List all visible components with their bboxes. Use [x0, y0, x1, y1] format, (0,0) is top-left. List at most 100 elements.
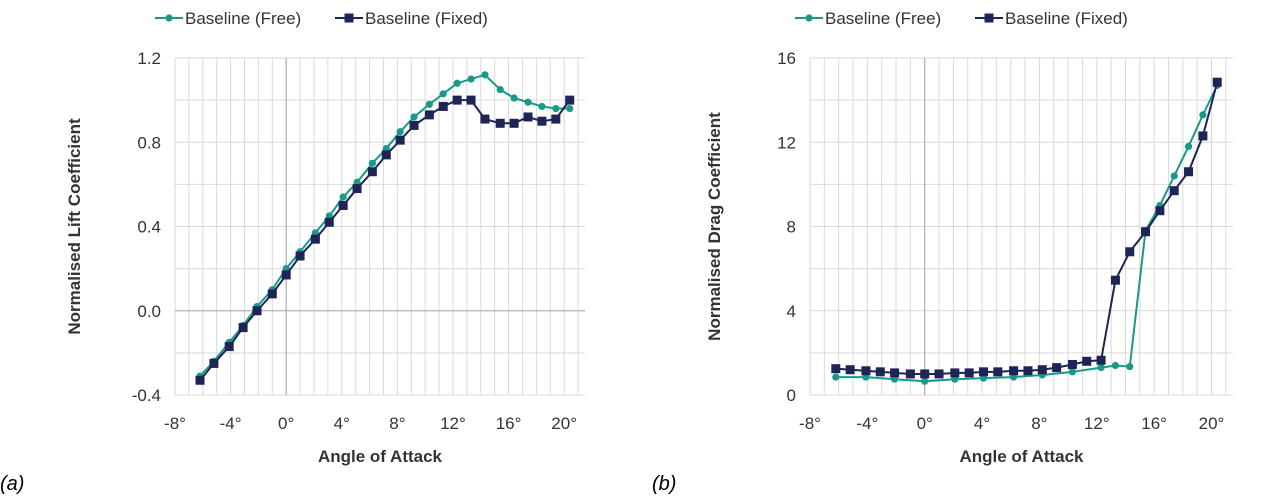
drag-point-square: [1141, 227, 1151, 237]
lift-point-square: [238, 323, 248, 333]
drag-series-line: [835, 81, 1219, 375]
panel-drag-chart: -8° -4° 0° 4° 8° 12° 16° 20° 0 4 8 12 16 Angle of Att…: [652, 9, 1233, 495]
lift-point-circle: [368, 159, 376, 167]
lift-point-circle: [538, 102, 546, 111]
drag-legend-marker-circle: [805, 14, 813, 22]
drag-point-square: [861, 366, 871, 376]
lift-point-square: [466, 95, 476, 105]
drag-point-square: [1037, 365, 1047, 375]
lift-point-circle: [524, 98, 532, 106]
drag-point-circle: [921, 377, 929, 385]
drag-point-square: [979, 367, 989, 377]
lift-point-circle: [353, 178, 361, 186]
lift-point-circle: [467, 75, 475, 83]
drag-point-square: [1067, 359, 1077, 369]
drag-point-square: [934, 369, 944, 379]
drag-point-square: [1009, 366, 1019, 376]
lift-legend-item: Baseline (Fixed): [335, 9, 488, 28]
lift-point-square: [195, 375, 205, 385]
lift-point-square: [495, 118, 505, 128]
drag-panel-label: (b): [652, 473, 676, 495]
drag-point-circle: [1170, 172, 1178, 180]
drag-point-square: [1052, 363, 1062, 373]
lift-point-square: [352, 184, 362, 194]
drag-x-tick-label: 12°: [1084, 414, 1110, 433]
drag-x-tick-label: 20°: [1199, 414, 1225, 433]
drag-x-tick-label: 8°: [1031, 414, 1047, 433]
drag-series-fixed: [831, 77, 1222, 379]
lift-legend-item: Baseline (Free): [155, 9, 301, 28]
drag-y-tick-label: 12: [777, 133, 796, 152]
lift-y-tick-label: 0.4: [137, 218, 161, 237]
drag-point-circle: [891, 375, 899, 383]
drag-legend-item: Baseline (Fixed): [975, 9, 1128, 28]
drag-gridlines: [809, 57, 1233, 396]
lift-point-square: [509, 118, 519, 128]
lift-point-square: [523, 112, 533, 122]
drag-point-square: [1096, 355, 1106, 365]
drag-legend: Baseline (Free) Baseline (Fixed): [795, 9, 1128, 28]
lift-point-square: [295, 251, 305, 261]
lift-legend-marker-circle: [165, 14, 173, 22]
drag-point-circle: [1199, 111, 1207, 119]
drag-x-tick-label: -8°: [799, 414, 821, 433]
lift-point-square: [324, 217, 334, 227]
drag-point-square: [920, 369, 930, 379]
lift-point-square: [395, 135, 405, 145]
drag-point-square: [1184, 167, 1194, 177]
drag-x-axis-title: Angle of Attack: [959, 447, 1084, 466]
drag-x-tick-label: 4°: [974, 414, 990, 433]
drag-point-circle: [1184, 142, 1193, 151]
lift-point-circle: [425, 100, 433, 108]
drag-point-circle: [951, 375, 959, 383]
drag-point-square: [875, 367, 885, 377]
drag-y-tick-label: 0: [787, 386, 796, 405]
drag-point-circle: [1111, 361, 1120, 370]
drag-point-square: [950, 368, 960, 378]
lift-series-free: [196, 71, 574, 380]
lift-x-tick-label: -8°: [164, 414, 186, 433]
drag-x-tick-label: 0°: [917, 414, 933, 433]
lift-point-square: [409, 120, 419, 130]
lift-x-tick-label: 8°: [389, 414, 405, 433]
lift-point-circle: [453, 79, 461, 87]
lift-point-square: [252, 306, 262, 316]
drag-point-square: [1155, 206, 1165, 216]
lift-point-square: [537, 116, 547, 126]
lift-point-circle: [439, 90, 447, 98]
lift-point-square: [452, 95, 462, 105]
lift-x-tick-label: 16°: [496, 414, 522, 433]
drag-y-tick-label: 8: [787, 218, 796, 237]
drag-x-tick-label: -4°: [856, 414, 878, 433]
drag-x-tick-label: 16°: [1141, 414, 1167, 433]
drag-point-circle: [1068, 368, 1077, 376]
lift-y-axis-title: Normalised Lift Coefficient: [65, 118, 84, 335]
drag-legend-label: Baseline (Free): [825, 9, 941, 28]
drag-point-square: [1110, 275, 1120, 285]
lift-y-tick-label: 0.8: [137, 133, 161, 152]
drag-point-square: [831, 364, 841, 374]
drag-point-square: [1212, 77, 1222, 87]
drag-legend-label: Baseline (Fixed): [1005, 9, 1128, 28]
drag-y-tick-label: 4: [787, 302, 796, 321]
drag-point-square: [993, 367, 1003, 377]
drag-point-circle: [1010, 373, 1018, 381]
lift-point-square: [424, 110, 434, 120]
panel-lift-chart: -8° -4° 0° 4° 8° 12° 16° 20° -0.4 0.0 0.4 0.8 1.2 Ang…: [0, 9, 585, 495]
lift-point-circle: [325, 212, 333, 220]
drag-point-circle: [832, 373, 840, 381]
drag-point-square: [1169, 186, 1179, 196]
lift-point-square: [209, 358, 219, 368]
drag-point-square: [1082, 356, 1092, 366]
drag-point-circle: [1126, 362, 1134, 371]
drag-point-circle: [979, 374, 988, 382]
lift-point-square: [480, 114, 490, 124]
lift-point-square: [367, 167, 377, 177]
drag-point-square: [890, 368, 900, 378]
lift-x-tick-label: 4°: [334, 414, 350, 433]
drag-series-free: [832, 81, 1221, 385]
lift-point-circle: [396, 128, 404, 136]
lift-y-tick-label: -0.4: [132, 386, 161, 405]
drag-legend-marker-square: [984, 13, 994, 23]
